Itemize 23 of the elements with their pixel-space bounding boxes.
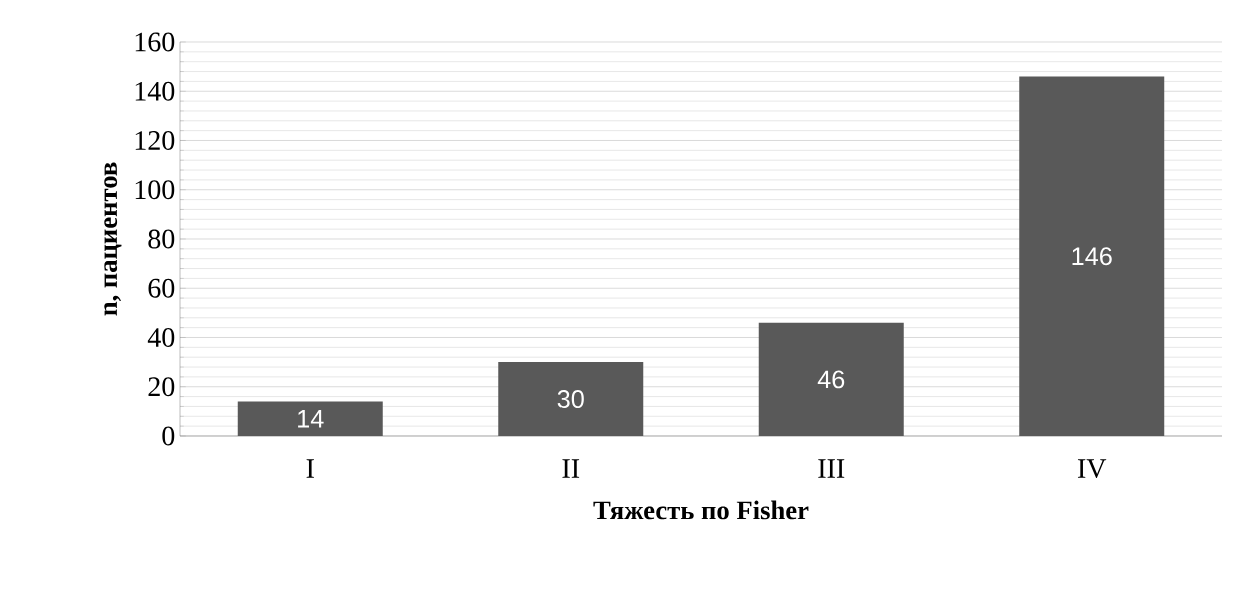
x-tick-label: II [562, 459, 580, 478]
bar [758, 322, 904, 436]
y-tick-label: 100 [135, 180, 175, 200]
y-tick-label: 140 [135, 81, 175, 101]
y-tick-label: 0 [162, 426, 175, 446]
y-tick-label: 80 [148, 229, 175, 249]
data-label: 46 [817, 370, 845, 389]
y-tick-label: 20 [148, 377, 175, 397]
y-axis-title: n, пациентов [104, 162, 122, 316]
y-tick-label: 40 [147, 328, 175, 347]
data-label: 30 [557, 390, 584, 409]
y-tick-label: 120 [135, 131, 175, 150]
data-label: 14 [298, 410, 324, 428]
bar [498, 362, 644, 436]
bar [237, 401, 383, 436]
x-axis-title: Тяжесть по Fisher [593, 500, 809, 520]
x-tick-label: III [818, 459, 845, 478]
y-tick-label: 60 [148, 278, 175, 298]
data-label: 146 [1072, 247, 1112, 266]
x-tick-label: I [306, 459, 314, 478]
x-tick-label: IV [1077, 459, 1107, 479]
bar [1019, 76, 1165, 436]
y-tick-label: 160 [135, 32, 175, 52]
